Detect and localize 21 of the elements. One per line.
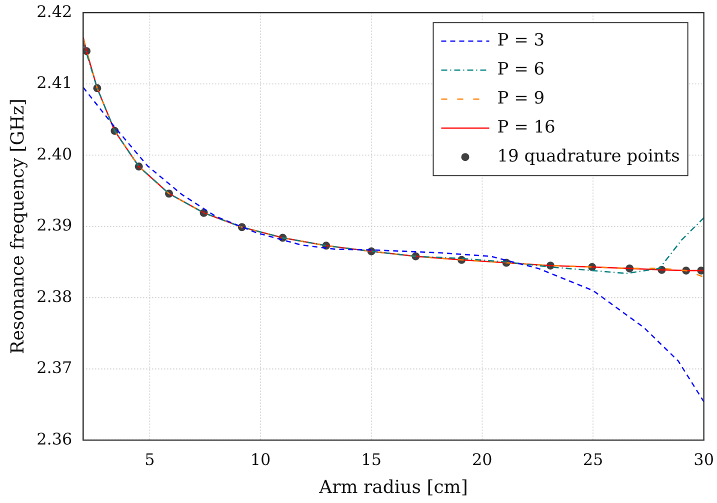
y-tick-label: 2.39 [36,216,72,235]
y-tick-label: 2.42 [36,2,72,21]
y-tick-label: 2.37 [36,358,72,378]
x-tick-label: 25 [582,450,604,469]
legend-label: P = 16 [497,118,556,138]
line-series [83,86,704,402]
y-tick-label: 2.38 [36,286,72,306]
y-tick-label: 2.40 [36,144,72,164]
y-tick-label: 2.41 [36,73,72,92]
y-tick-label: 2.36 [36,429,72,448]
y-axis-title: Resonance frequency [GHz] [7,98,28,354]
legend-label: P = 3 [497,30,545,51]
x-axis-title: Arm radius [cm] [318,476,468,498]
legend-label: P = 9 [497,88,545,109]
x-tick-label: 20 [472,450,492,469]
x-tick-label: 15 [361,450,382,469]
x-tick-label: 30 [694,450,714,469]
legend-label: 19 quadrature points [497,146,680,167]
legend-label: P = 6 [497,60,545,80]
x-tick-label: 5 [144,450,155,469]
x-tick-label: 10 [250,450,271,469]
